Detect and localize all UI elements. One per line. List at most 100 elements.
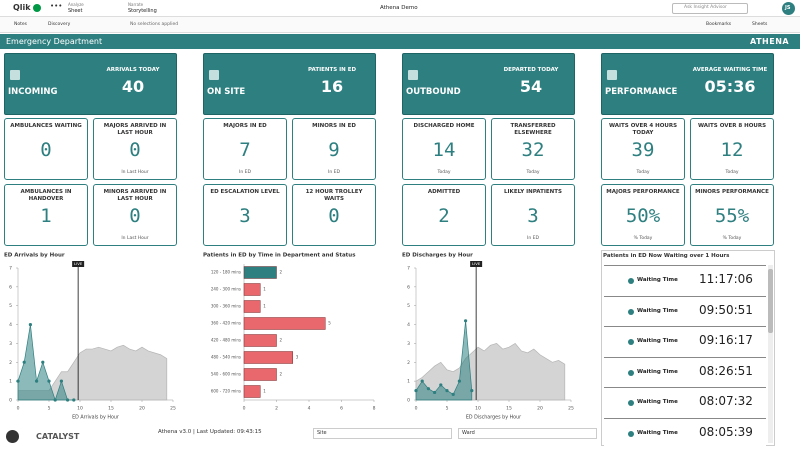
x-tick-label: 15 xyxy=(108,406,114,412)
user-initials: JS xyxy=(785,5,791,11)
bar xyxy=(243,300,261,313)
y-tick-label: 6 xyxy=(407,284,410,290)
row-icon xyxy=(628,430,634,437)
notes-button[interactable]: Notes xyxy=(14,22,27,27)
tab-narrate-caption: Narrate xyxy=(128,2,144,7)
kpi-box xyxy=(402,53,575,115)
point xyxy=(28,322,32,327)
x-tick-label: 4 xyxy=(308,406,311,412)
waiting-row: Waiting Time 09:50:51 xyxy=(604,295,766,325)
row-label: Waiting Time xyxy=(637,429,678,436)
selections-status: No selections applied xyxy=(130,22,179,27)
y-tick-label: 3 xyxy=(9,341,12,347)
scroll-thumb xyxy=(768,269,773,333)
kpi-card: ADMITTED 2 xyxy=(402,184,486,246)
point xyxy=(35,379,39,383)
card-sub: In Last Hour xyxy=(121,170,149,175)
y-tick-label: 0 xyxy=(9,398,12,404)
sheets-button[interactable]: Sheets xyxy=(752,22,768,27)
kpi-card: MINORS ARRIVED IN LAST HOUR 0 In Last Hour xyxy=(93,184,177,246)
card-sub: Today xyxy=(636,170,650,175)
kpi-section: OUTBOUND xyxy=(406,87,461,97)
tab-narrate[interactable]: Storytelling xyxy=(128,8,157,14)
y-tick-label: 3 xyxy=(407,341,410,347)
x-tick-label: 6 xyxy=(340,406,343,412)
card-value: 9 xyxy=(328,139,340,161)
card-sub: % Today xyxy=(633,236,653,241)
point xyxy=(16,379,20,383)
kpi-icon xyxy=(209,70,219,80)
card-value: 50% xyxy=(625,205,661,227)
x-tick-label: 20 xyxy=(537,406,543,412)
search-box[interactable] xyxy=(672,3,748,14)
sheet-title: Emergency Department xyxy=(6,37,103,46)
y-tick-label: 5 xyxy=(9,303,12,309)
point xyxy=(66,398,70,402)
x-tick-label: 5 xyxy=(48,406,51,412)
waiting-row: Waiting Time 08:07:32 xyxy=(604,387,766,416)
card-sub: In ED xyxy=(527,236,539,241)
point xyxy=(433,390,437,395)
ward-filter[interactable] xyxy=(458,428,597,439)
user-avatar[interactable] xyxy=(782,2,795,15)
card-sub: In Last Hour xyxy=(121,236,149,241)
menu-dots[interactable]: ••• xyxy=(50,2,63,10)
value-label: 1 xyxy=(263,389,266,394)
live-label: LIVE xyxy=(74,261,83,266)
kpi-label: AVERAGE WAITING TIME xyxy=(692,67,768,73)
value-label: 5 xyxy=(328,321,331,326)
kpi-icon xyxy=(408,70,418,80)
card-label: ED ESCALATION LEVEL xyxy=(210,189,280,195)
chart-title: ED Arrivals by Hour xyxy=(4,253,65,259)
kpi-card: AMBULANCES WAITING 0 xyxy=(4,118,88,180)
area xyxy=(17,324,74,402)
kpi-box xyxy=(601,53,774,115)
card-value: 0 xyxy=(129,139,141,161)
waiting-row: Waiting Time 11:17:06 xyxy=(604,265,766,294)
live-label: LIVE xyxy=(472,261,481,266)
tab-analyze[interactable]: Sheet xyxy=(68,8,83,14)
kpi-card: WAITS OVER 8 HOURS 12 Today xyxy=(690,118,774,180)
point xyxy=(414,388,418,393)
kpi-label: PATIENTS IN ED xyxy=(307,67,357,73)
card-value: 39 xyxy=(631,139,655,161)
doc-title[interactable]: Athena Demo xyxy=(380,5,418,11)
waiting-panel: Patients in ED Now Waiting over 1 Hours W… xyxy=(601,250,775,447)
card-value: 2 xyxy=(438,205,450,227)
top-bar xyxy=(0,0,800,17)
discovery-button[interactable]: Discovery xyxy=(48,22,71,27)
row-icon xyxy=(628,339,634,345)
row-value: 08:07:32 xyxy=(699,394,753,408)
card-label: MAJORS IN ED xyxy=(223,123,267,129)
card-label: WAITS OVER 8 HOURS xyxy=(697,123,767,129)
kpi-value: 16 xyxy=(320,77,344,96)
row-value: 09:50:51 xyxy=(699,302,753,317)
value-label: 2 xyxy=(280,270,283,275)
y-tick-label: 240 - 300 mins xyxy=(211,287,241,292)
site-filter[interactable] xyxy=(313,428,452,439)
kpi-card: MAJORS ARRIVED IN LAST HOUR 0 In Last Hour xyxy=(93,118,177,180)
area xyxy=(415,342,566,401)
card-sub: Today xyxy=(437,170,451,175)
kpi-section: ON SITE xyxy=(207,87,246,97)
card-value: 3 xyxy=(527,205,539,227)
card-label: 12 HOUR TROLLEY WAITS xyxy=(305,189,363,202)
card-label: ADMITTED xyxy=(427,189,461,195)
kpi-section: INCOMING xyxy=(8,87,58,97)
waiting-row: Waiting Time 09:16:17 xyxy=(604,326,766,355)
search-placeholder: Ask Insight Advisor xyxy=(684,5,727,10)
bar xyxy=(243,317,326,330)
card-value: 0 xyxy=(129,205,141,227)
footer-brand: CATALYST xyxy=(36,432,80,441)
bar xyxy=(243,266,277,279)
y-tick-label: 1 xyxy=(407,379,410,385)
bookmarks-button[interactable]: Bookmarks xyxy=(706,22,732,27)
kpi-icon xyxy=(607,70,617,80)
app-logo: Qlik xyxy=(13,3,31,12)
chart-title: Patients in ED by Time in Department and… xyxy=(203,253,356,259)
card-value: 55% xyxy=(714,205,750,227)
row-value: 08:26:51 xyxy=(699,363,753,378)
point xyxy=(464,319,468,323)
x-tick-label: 0 xyxy=(243,406,246,412)
